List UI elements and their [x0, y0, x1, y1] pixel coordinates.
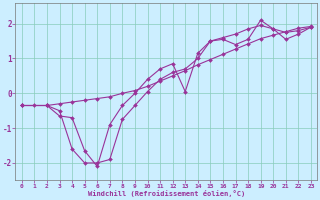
X-axis label: Windchill (Refroidissement éolien,°C): Windchill (Refroidissement éolien,°C) [88, 190, 245, 197]
